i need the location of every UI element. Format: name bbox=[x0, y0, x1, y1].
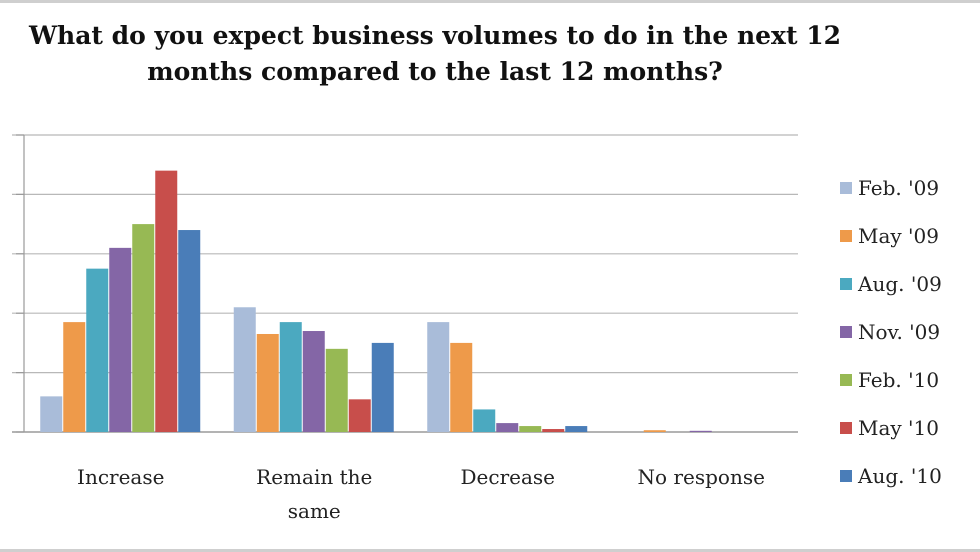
bar bbox=[565, 426, 588, 432]
bar bbox=[519, 426, 542, 432]
legend-swatch bbox=[840, 278, 852, 290]
bar bbox=[63, 322, 86, 432]
bar bbox=[496, 423, 519, 432]
legend-swatch bbox=[840, 374, 852, 386]
chart-title: What do you expect business volumes to d… bbox=[0, 18, 870, 90]
bar bbox=[279, 322, 302, 432]
x-tick-label: Increase bbox=[77, 465, 164, 489]
x-axis-labels: Increase Remain the same Decrease No respons… bbox=[77, 465, 765, 523]
chart-title-line-1: What do you expect business volumes to d… bbox=[28, 21, 841, 50]
bar bbox=[473, 409, 496, 432]
bar bbox=[371, 342, 394, 432]
bar bbox=[542, 429, 565, 432]
bar bbox=[348, 399, 371, 432]
legend-label: Nov. '09 bbox=[858, 320, 940, 344]
bar bbox=[427, 322, 450, 432]
legend-label: Feb. '09 bbox=[858, 176, 939, 200]
bar bbox=[86, 268, 109, 432]
legend-swatch bbox=[840, 470, 852, 482]
bar bbox=[40, 396, 63, 432]
legend-label: Feb. '10 bbox=[858, 368, 939, 392]
bar bbox=[256, 333, 279, 432]
legend-label: May '09 bbox=[858, 224, 939, 248]
chart-title-line-2: months compared to the last 12 months? bbox=[147, 57, 723, 86]
legend-swatch bbox=[840, 182, 852, 194]
x-tick-label: Remain the bbox=[256, 465, 372, 489]
x-tick-label: Decrease bbox=[461, 465, 556, 489]
bar bbox=[325, 348, 348, 432]
bar bbox=[178, 230, 201, 432]
bar-series bbox=[40, 170, 712, 432]
legend-label: Aug. '09 bbox=[857, 272, 942, 296]
bar bbox=[450, 342, 473, 432]
legend-label: May '10 bbox=[858, 416, 939, 440]
bar bbox=[233, 307, 256, 432]
bar bbox=[302, 331, 325, 432]
bar bbox=[109, 247, 132, 432]
legend: Feb. '09 May '09 Aug. '09 Nov. '09 Feb. '10 M… bbox=[840, 176, 942, 488]
bar bbox=[155, 170, 178, 432]
legend-swatch bbox=[840, 422, 852, 434]
x-tick-label: same bbox=[288, 499, 341, 523]
bar bbox=[132, 224, 155, 432]
bar bbox=[643, 430, 666, 432]
legend-swatch bbox=[840, 230, 852, 242]
legend-swatch bbox=[840, 326, 852, 338]
x-tick-label: No response bbox=[638, 465, 765, 489]
bar bbox=[689, 430, 712, 432]
legend-label: Aug. '10 bbox=[857, 464, 942, 488]
